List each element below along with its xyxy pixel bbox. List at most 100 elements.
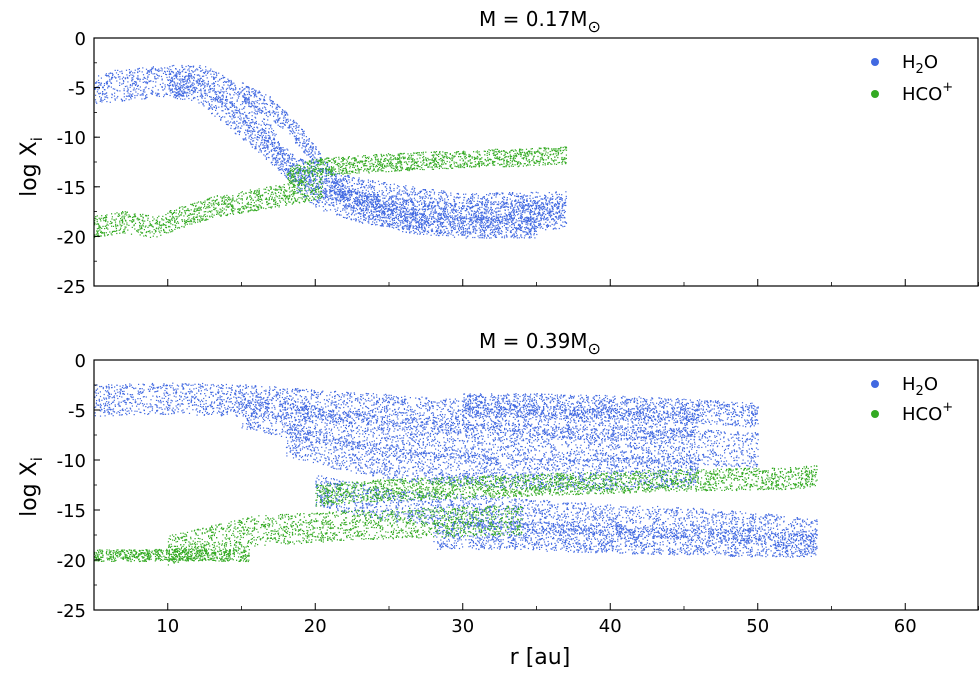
data-point	[224, 76, 226, 79]
data-point	[479, 235, 481, 237]
data-point	[381, 192, 383, 194]
data-point	[479, 206, 481, 208]
data-point	[481, 202, 483, 205]
data-point	[529, 224, 531, 226]
data-point	[267, 148, 269, 150]
data-point	[347, 190, 349, 192]
data-point	[445, 206, 448, 208]
data-point	[133, 75, 135, 77]
data-point	[546, 207, 549, 209]
data-point	[407, 211, 409, 213]
data-point	[273, 153, 275, 155]
data-point	[258, 146, 260, 148]
data-point	[183, 81, 185, 83]
data-point	[382, 200, 384, 202]
data-point	[179, 93, 181, 95]
data-point	[332, 180, 334, 182]
data-point	[271, 164, 274, 166]
data-point	[397, 199, 399, 201]
data-point	[515, 199, 517, 201]
data-point	[537, 212, 539, 214]
data-point	[185, 92, 187, 94]
data-point	[171, 77, 174, 79]
data-point	[331, 178, 333, 180]
data-point	[124, 78, 126, 80]
data-point	[506, 202, 508, 204]
data-point	[335, 198, 338, 200]
data-point	[481, 220, 483, 222]
data-point	[312, 143, 314, 145]
data-point	[273, 139, 276, 141]
data-point	[175, 88, 177, 90]
data-point	[521, 196, 523, 198]
data-point	[267, 119, 269, 121]
data-point	[507, 227, 509, 229]
data-point	[388, 197, 391, 200]
data-point	[457, 220, 459, 222]
data-point	[475, 214, 477, 216]
data-point	[342, 184, 345, 186]
data-point	[478, 219, 481, 221]
data-point	[382, 220, 384, 222]
data-point	[252, 119, 254, 121]
data-point	[437, 233, 439, 235]
data-point	[521, 207, 523, 209]
data-point	[264, 124, 267, 126]
data-point	[367, 194, 369, 196]
data-point	[180, 87, 182, 89]
data-point	[296, 164, 298, 166]
data-point	[548, 200, 550, 202]
data-point	[370, 218, 372, 220]
data-point	[449, 215, 451, 217]
data-point	[98, 82, 101, 84]
data-point	[326, 210, 328, 212]
data-point	[438, 226, 440, 228]
data-point	[457, 223, 459, 225]
data-point	[281, 163, 283, 165]
data-point	[412, 212, 414, 214]
data-point	[562, 205, 564, 207]
data-point	[275, 161, 277, 163]
data-point	[143, 76, 145, 78]
data-point	[328, 180, 330, 182]
data-point	[192, 71, 194, 73]
data-point	[343, 179, 345, 182]
data-point	[126, 77, 128, 79]
data-point	[345, 181, 347, 183]
data-point	[204, 71, 206, 73]
data-point	[517, 195, 519, 197]
data-point	[318, 184, 320, 186]
data-point	[432, 215, 435, 217]
data-point	[220, 98, 222, 100]
data-point	[273, 142, 275, 144]
data-point	[244, 120, 246, 122]
data-point	[198, 83, 200, 85]
data-point	[474, 205, 476, 207]
data-point	[481, 198, 483, 200]
data-point	[389, 189, 391, 192]
data-point	[187, 89, 189, 91]
data-point	[437, 205, 439, 207]
data-point	[234, 109, 236, 111]
data-point	[318, 152, 320, 154]
data-point	[279, 150, 281, 153]
data-point	[465, 224, 468, 226]
data-point	[334, 197, 336, 199]
data-point	[304, 184, 306, 187]
data-point	[175, 92, 178, 94]
data-point	[409, 227, 411, 229]
data-point	[358, 191, 360, 193]
data-point	[513, 207, 515, 209]
data-point	[357, 180, 359, 182]
data-point	[364, 219, 366, 221]
data-point	[258, 90, 260, 92]
data-point	[168, 86, 170, 88]
data-point	[363, 180, 365, 182]
data-point	[303, 142, 305, 144]
data-point	[476, 210, 478, 212]
data-point	[493, 194, 495, 196]
data-point	[248, 97, 250, 99]
data-point	[470, 213, 473, 215]
data-point	[162, 89, 164, 91]
data-point	[445, 225, 447, 228]
